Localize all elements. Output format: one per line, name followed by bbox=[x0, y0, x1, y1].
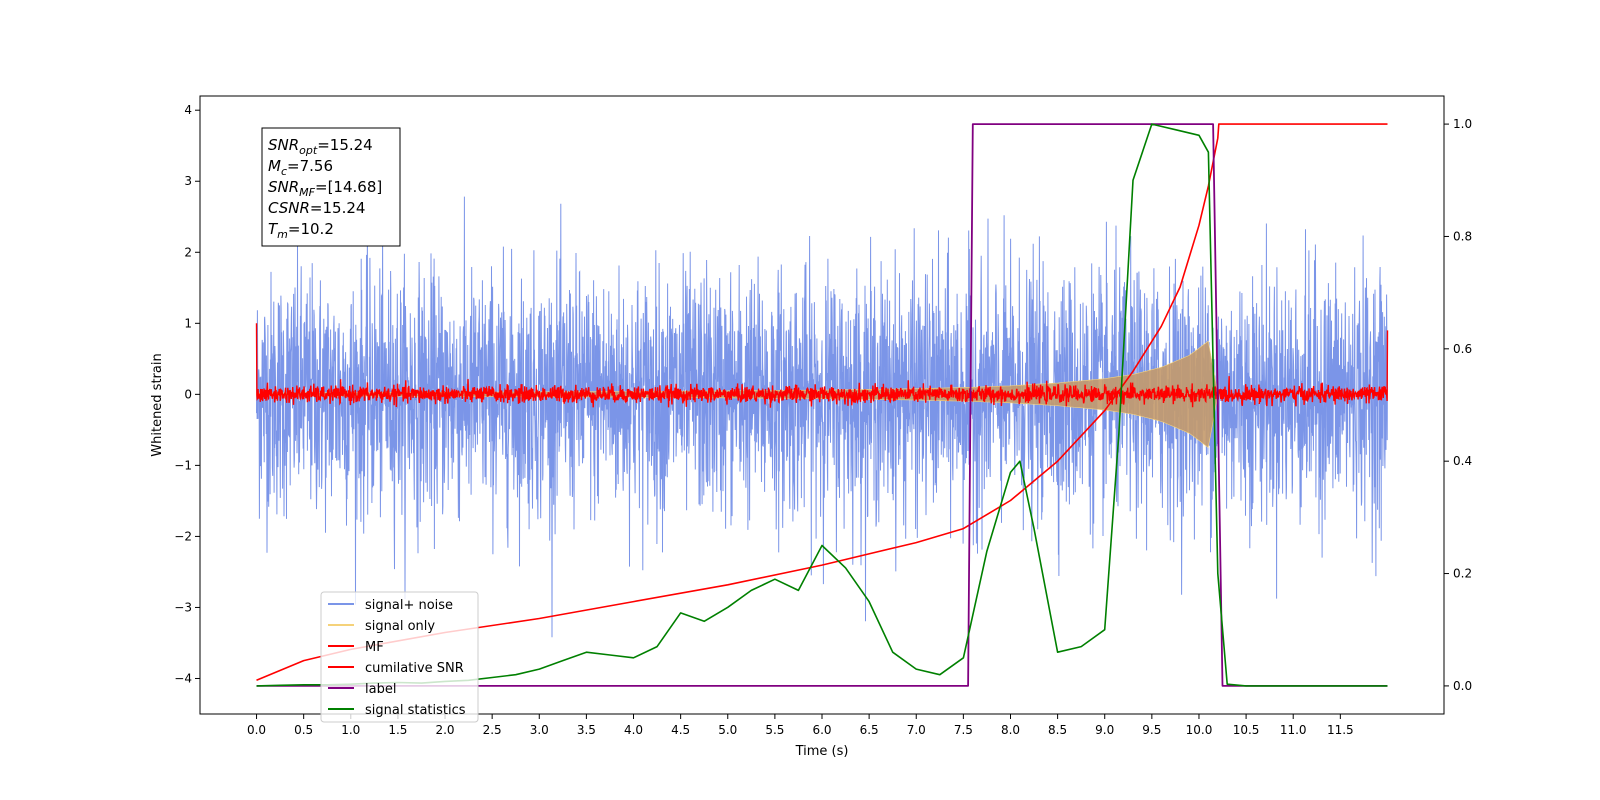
y-tick-label: −1 bbox=[174, 458, 192, 472]
annotation-line: SNRopt=15.24 bbox=[268, 136, 373, 157]
annotation-line: Tm=10.2 bbox=[268, 220, 334, 241]
y2-tick-label: 0.6 bbox=[1453, 342, 1472, 356]
y2-tick-label: 0.4 bbox=[1453, 454, 1472, 468]
legend: signal+ noise signal only MF cumilative SNR… bbox=[320, 591, 479, 723]
x-tick-label: 0.5 bbox=[294, 723, 313, 737]
legend-entry: label bbox=[365, 682, 396, 697]
y-tick-label: 4 bbox=[184, 103, 192, 117]
annotation-line: Mc=7.56 bbox=[268, 157, 333, 178]
x-tick-label: 4.0 bbox=[624, 723, 643, 737]
x-tick-label: 0.0 bbox=[247, 723, 266, 737]
x-tick-label: 3.5 bbox=[577, 723, 596, 737]
x-tick-label: 9.0 bbox=[1095, 723, 1114, 737]
annotation-line: CSNR=15.24 bbox=[268, 199, 365, 217]
legend-entry: signal only bbox=[365, 619, 435, 634]
x-tick-label: 8.0 bbox=[1001, 723, 1020, 737]
y2-tick-label: 1.0 bbox=[1453, 117, 1472, 131]
x-tick-label: 1.0 bbox=[341, 723, 360, 737]
legend-entry: cumilative SNR bbox=[365, 661, 464, 676]
legend-entry: signal+ noise bbox=[365, 598, 453, 613]
x-tick-label: 6.0 bbox=[812, 723, 831, 737]
y-tick-label: 2 bbox=[184, 245, 192, 259]
x-tick-label: 9.5 bbox=[1142, 723, 1161, 737]
x-tick-label: 7.0 bbox=[907, 723, 926, 737]
x-tick-label: 11.5 bbox=[1327, 723, 1354, 737]
y-tick-label: −2 bbox=[174, 529, 192, 543]
y-axis-label: Whitened strain bbox=[150, 353, 165, 456]
series-mf bbox=[255, 323, 1389, 408]
legend-entry: signal statistics bbox=[365, 703, 466, 718]
x-axis-label: Time (s) bbox=[795, 744, 849, 759]
y-axis-left: −4 −3 −2 −1 0 1 2 3 4 bbox=[174, 103, 200, 685]
x-tick-label: 2.0 bbox=[435, 723, 454, 737]
y2-tick-label: 0.0 bbox=[1453, 679, 1472, 693]
x-tick-label: 4.5 bbox=[671, 723, 690, 737]
x-tick-label: 10.0 bbox=[1186, 723, 1213, 737]
x-tick-label: 11.0 bbox=[1280, 723, 1307, 737]
x-tick-label: 3.0 bbox=[530, 723, 549, 737]
x-tick-label: 8.5 bbox=[1048, 723, 1067, 737]
annotation-line: SNRMF=[14.68] bbox=[268, 178, 382, 199]
y-tick-label: −3 bbox=[174, 600, 192, 614]
y-axis-right: 0.0 0.2 0.4 0.6 0.8 1.0 bbox=[1444, 117, 1472, 693]
x-tick-label: 5.0 bbox=[718, 723, 737, 737]
x-tick-label: 2.5 bbox=[483, 723, 502, 737]
x-axis: 0.0 0.5 1.0 1.5 2.0 2.5 3.0 3.5 4.0 4.5 5.0 5.5 6.0 6… bbox=[247, 714, 1354, 737]
x-tick-label: 5.5 bbox=[765, 723, 784, 737]
y2-tick-label: 0.2 bbox=[1453, 567, 1472, 581]
x-tick-label: 7.5 bbox=[954, 723, 973, 737]
legend-entry: MF bbox=[365, 640, 384, 655]
y2-tick-label: 0.8 bbox=[1453, 229, 1472, 243]
y-tick-label: 3 bbox=[184, 174, 192, 188]
annotation-box: SNRopt=15.24Mc=7.56SNRMF=[14.68]CSNR=15.… bbox=[261, 127, 401, 247]
x-tick-label: 6.5 bbox=[860, 723, 879, 737]
y-tick-label: 0 bbox=[184, 387, 192, 401]
x-tick-label: 10.5 bbox=[1233, 723, 1260, 737]
y-tick-label: −4 bbox=[174, 671, 192, 685]
x-tick-label: 1.5 bbox=[388, 723, 407, 737]
y-tick-label: 1 bbox=[184, 316, 192, 330]
